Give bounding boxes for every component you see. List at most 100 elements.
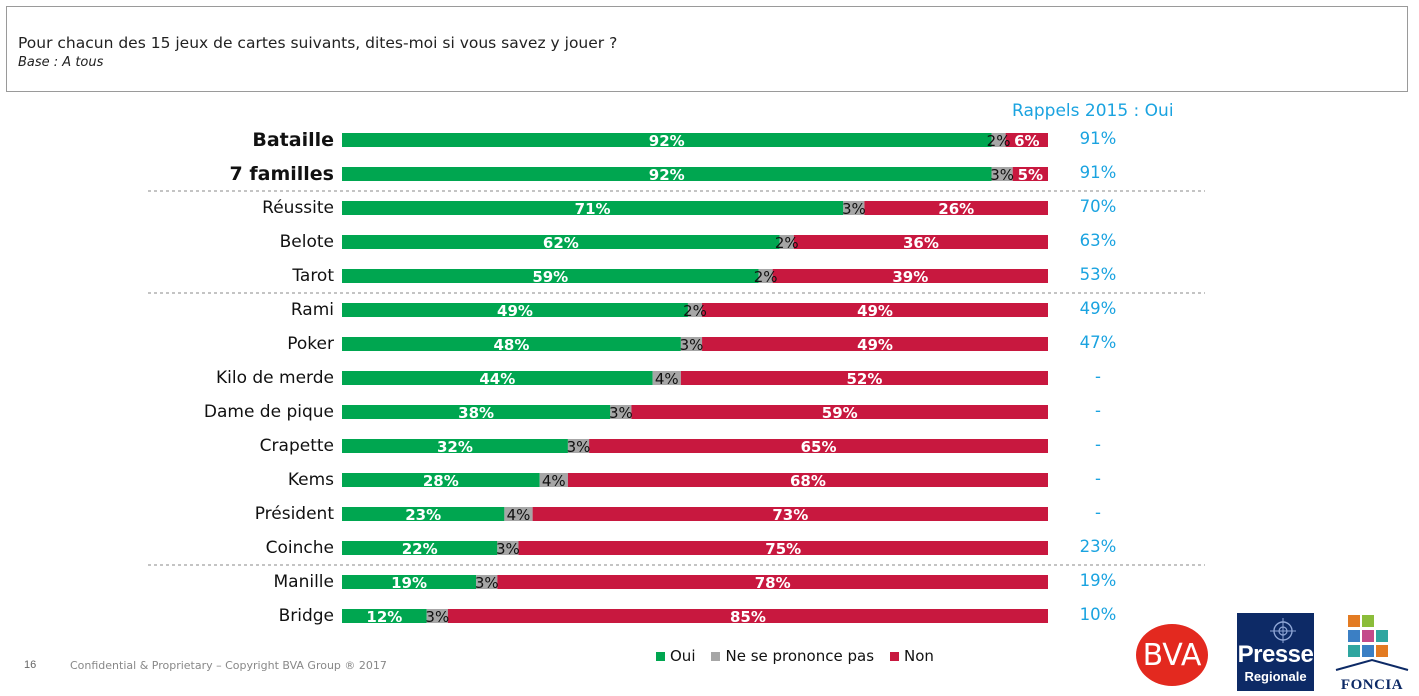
value-label-ne-se-prononce-pas-manille: 3% [475,574,499,592]
bar-ne-se-prononce-pas-crapette [567,439,590,453]
bar-oui-rami [342,303,688,317]
recall-2015-tarot: 53% [1079,265,1117,284]
value-label-oui-president: 23% [405,506,441,524]
recall-2015-poker: 47% [1079,333,1117,352]
recall-2015-president: - [1095,503,1101,522]
legend: Oui Ne se prononce pas Non [656,647,950,665]
value-label-non-bataille: 6% [1014,132,1039,150]
question-text: Pour chacun des 15 jeux de cartes suivan… [18,34,618,52]
value-label-oui-7-familles: 92% [649,166,685,184]
bar-ne-se-prononce-pas-president [504,507,533,521]
bar-non-belote [793,235,1048,249]
bar-ne-se-prononce-pas-poker [680,337,703,351]
value-label-ne-se-prononce-pas-bridge: 3% [425,608,449,626]
recall-2015-manille: 19% [1079,571,1117,590]
bar-ne-se-prononce-pas-coinche [497,541,519,555]
recall-2015-dame-de-pique: - [1095,401,1101,420]
category-label-bataille: Bataille [252,129,334,151]
category-label-crapette: Crapette [259,436,334,456]
value-label-ne-se-prononce-pas-crapette: 3% [567,438,591,456]
legend-label: Ne se prononce pas [725,647,875,665]
bar-oui-tarot [342,269,759,283]
value-label-non-reussite: 26% [938,200,974,218]
bar-oui-coinche [342,541,498,555]
value-label-non-president: 73% [772,506,808,524]
value-label-oui-rami: 49% [497,302,533,320]
value-label-oui-kilo-de-merde: 44% [479,370,515,388]
category-label-president: Président [254,504,334,524]
value-label-ne-se-prononce-pas-belote: 2% [775,234,799,252]
legend-swatch [711,651,721,661]
value-label-ne-se-prononce-pas-7-familles: 3% [990,166,1014,184]
presse-logo-line1: Presse [1237,641,1314,668]
value-label-oui-dame-de-pique: 38% [458,404,494,422]
value-label-non-kilo-de-merde: 52% [846,370,882,388]
legend-swatch [890,651,900,661]
recall-2015-bataille: 91% [1079,129,1117,148]
value-label-oui-reussite: 71% [575,200,611,218]
recall-header: Rappels 2015 : Oui [1012,101,1174,121]
bar-oui-crapette [342,439,568,453]
value-label-ne-se-prononce-pas-reussite: 3% [842,200,866,218]
bar-non-tarot [772,269,1048,283]
value-label-non-manille: 78% [755,574,791,592]
question-box: Pour chacun des 15 jeux de cartes suivan… [6,6,1408,92]
bar-oui-bridge [342,609,427,623]
category-label-rami: Rami [290,300,334,320]
legend-label: Oui [670,647,696,665]
recall-2015-crapette: - [1095,435,1101,454]
bar-ne-se-prononce-pas-kilo-de-merde [652,371,681,385]
bar-non-bataille [1005,133,1048,147]
value-label-ne-se-prononce-pas-dame-de-pique: 3% [609,404,633,422]
bva-logo-text: BVA [1142,637,1202,673]
value-label-oui-crapette: 32% [437,438,473,456]
value-label-ne-se-prononce-pas-kilo-de-merde: 4% [655,370,679,388]
bar-oui-reussite [342,201,844,215]
value-label-non-dame-de-pique: 59% [822,404,858,422]
category-label-7-familles: 7 familles [229,163,334,185]
category-label-reussite: Réussite [262,198,334,218]
value-label-ne-se-prononce-pas-tarot: 2% [754,268,778,286]
category-label-kems: Kems [287,470,334,490]
value-label-oui-poker: 48% [493,336,529,354]
value-label-non-tarot: 39% [892,268,928,286]
value-label-ne-se-prononce-pas-bataille: 2% [987,132,1011,150]
value-label-oui-kems: 28% [423,472,459,490]
bar-ne-se-prononce-pas-bataille [991,133,1006,147]
recall-2015-rami: 49% [1079,299,1117,318]
bar-non-dame-de-pique [631,405,1048,419]
category-label-poker: Poker [287,334,334,354]
bar-oui-bataille [342,133,992,147]
category-label-tarot: Tarot [292,266,334,286]
bar-non-kems [567,473,1048,487]
bva-logo: BVA [1136,624,1208,686]
legend-item-ne-se-prononce-pas: Ne se prononce pas [711,647,874,665]
value-label-oui-coinche: 22% [402,540,438,558]
copyright-text: Confidential & Proprietary – Copyright B… [70,659,387,672]
bar-non-rami [702,303,1048,317]
bar-oui-dame-de-pique [342,405,611,419]
bar-oui-president [342,507,505,521]
value-label-non-bridge: 85% [730,608,766,626]
recall-2015-belote: 63% [1079,231,1117,250]
base-text: Base : A tous [18,55,104,70]
bar-oui-7-familles [342,167,992,181]
bar-non-coinche [518,541,1048,555]
bar-ne-se-prononce-pas-tarot [758,269,773,283]
presse-regionale-logo: Presse Regionale [1237,613,1314,691]
value-label-ne-se-prononce-pas-kems: 4% [542,472,566,490]
value-label-oui-belote: 62% [543,234,579,252]
bar-oui-manille [342,575,477,589]
bar-oui-kilo-de-merde [342,371,653,385]
legend-item-non: Non [890,647,934,665]
value-label-non-rami: 49% [857,302,893,320]
value-label-oui-bataille: 92% [649,132,685,150]
value-label-non-7-familles: 5% [1018,166,1043,184]
bar-non-bridge [447,609,1048,623]
value-label-non-kems: 68% [790,472,826,490]
bar-ne-se-prononce-pas-bridge [426,609,448,623]
bar-oui-kems [342,473,540,487]
bar-ne-se-prononce-pas-rami [687,303,703,317]
category-label-manille: Manille [273,572,335,592]
